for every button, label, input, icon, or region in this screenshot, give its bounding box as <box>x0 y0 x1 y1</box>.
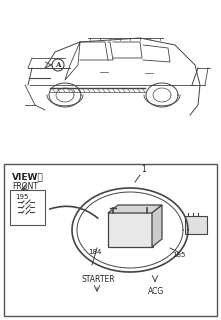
Text: 1: 1 <box>141 165 146 174</box>
Bar <box>4 164 217 316</box>
Bar <box>108 212 153 247</box>
Text: 185: 185 <box>172 252 185 258</box>
Text: FRONT: FRONT <box>12 182 38 191</box>
Text: STARTER: STARTER <box>82 276 116 284</box>
Text: A: A <box>55 61 61 69</box>
Bar <box>185 216 207 234</box>
Text: VIEWⒶ: VIEWⒶ <box>12 172 44 181</box>
Polygon shape <box>108 205 162 213</box>
Text: ACG: ACG <box>148 287 164 297</box>
Bar <box>10 190 45 225</box>
Text: 184: 184 <box>88 249 101 255</box>
Text: 195: 195 <box>15 194 28 200</box>
Polygon shape <box>152 205 162 247</box>
